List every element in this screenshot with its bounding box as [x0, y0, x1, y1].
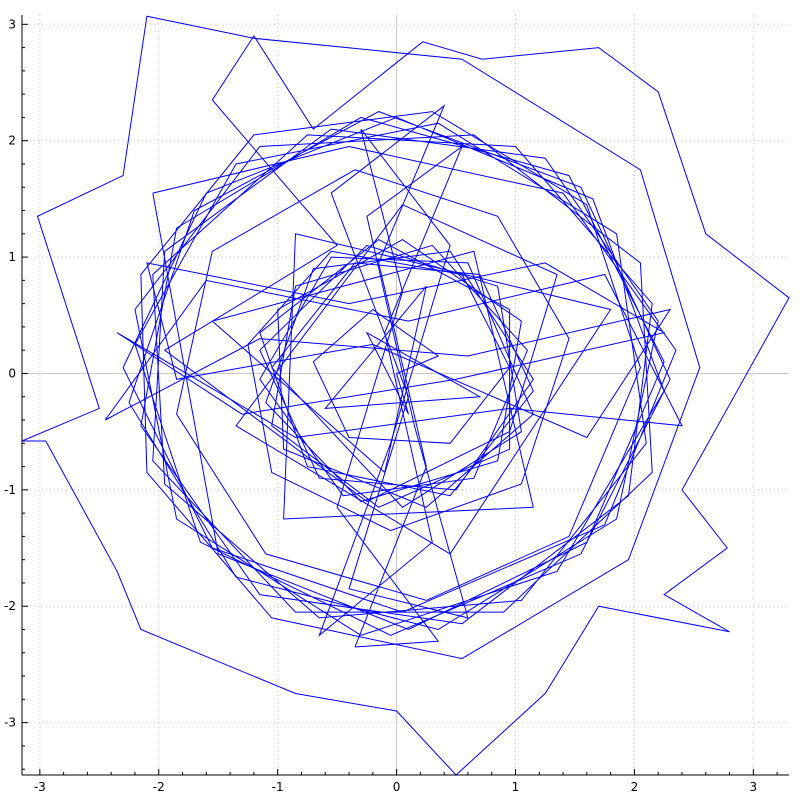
y-tick-label: 1	[8, 250, 16, 264]
series-line-2	[122, 111, 677, 636]
x-tick-label: -3	[34, 780, 46, 794]
y-tick-label: 3	[8, 17, 16, 31]
series-line-5	[318, 104, 469, 648]
series-line-1	[21, 15, 790, 776]
y-tick-label: 2	[8, 134, 16, 148]
x-tick-label: -1	[272, 780, 284, 794]
y-tick-label: -1	[4, 483, 16, 497]
labels-layer: -3 -2 -1 0 1 2 3 -3 -2 -1 0 1 2 3	[4, 17, 757, 794]
series-line-4	[104, 262, 683, 439]
x-tick-label: 1	[512, 780, 520, 794]
x-tick-label: 3	[750, 780, 758, 794]
x-tick-label: 0	[393, 780, 401, 794]
y-tick-label: -2	[4, 599, 16, 613]
x-tick-label: -2	[153, 780, 165, 794]
series-layer	[21, 15, 790, 776]
frame-layer	[21, 15, 789, 776]
x-tick-label: 2	[631, 780, 639, 794]
series-line-3	[259, 239, 534, 508]
y-tick-label: 0	[8, 366, 16, 380]
axes-layer	[22, 15, 789, 775]
y-tick-label: -3	[4, 716, 16, 730]
